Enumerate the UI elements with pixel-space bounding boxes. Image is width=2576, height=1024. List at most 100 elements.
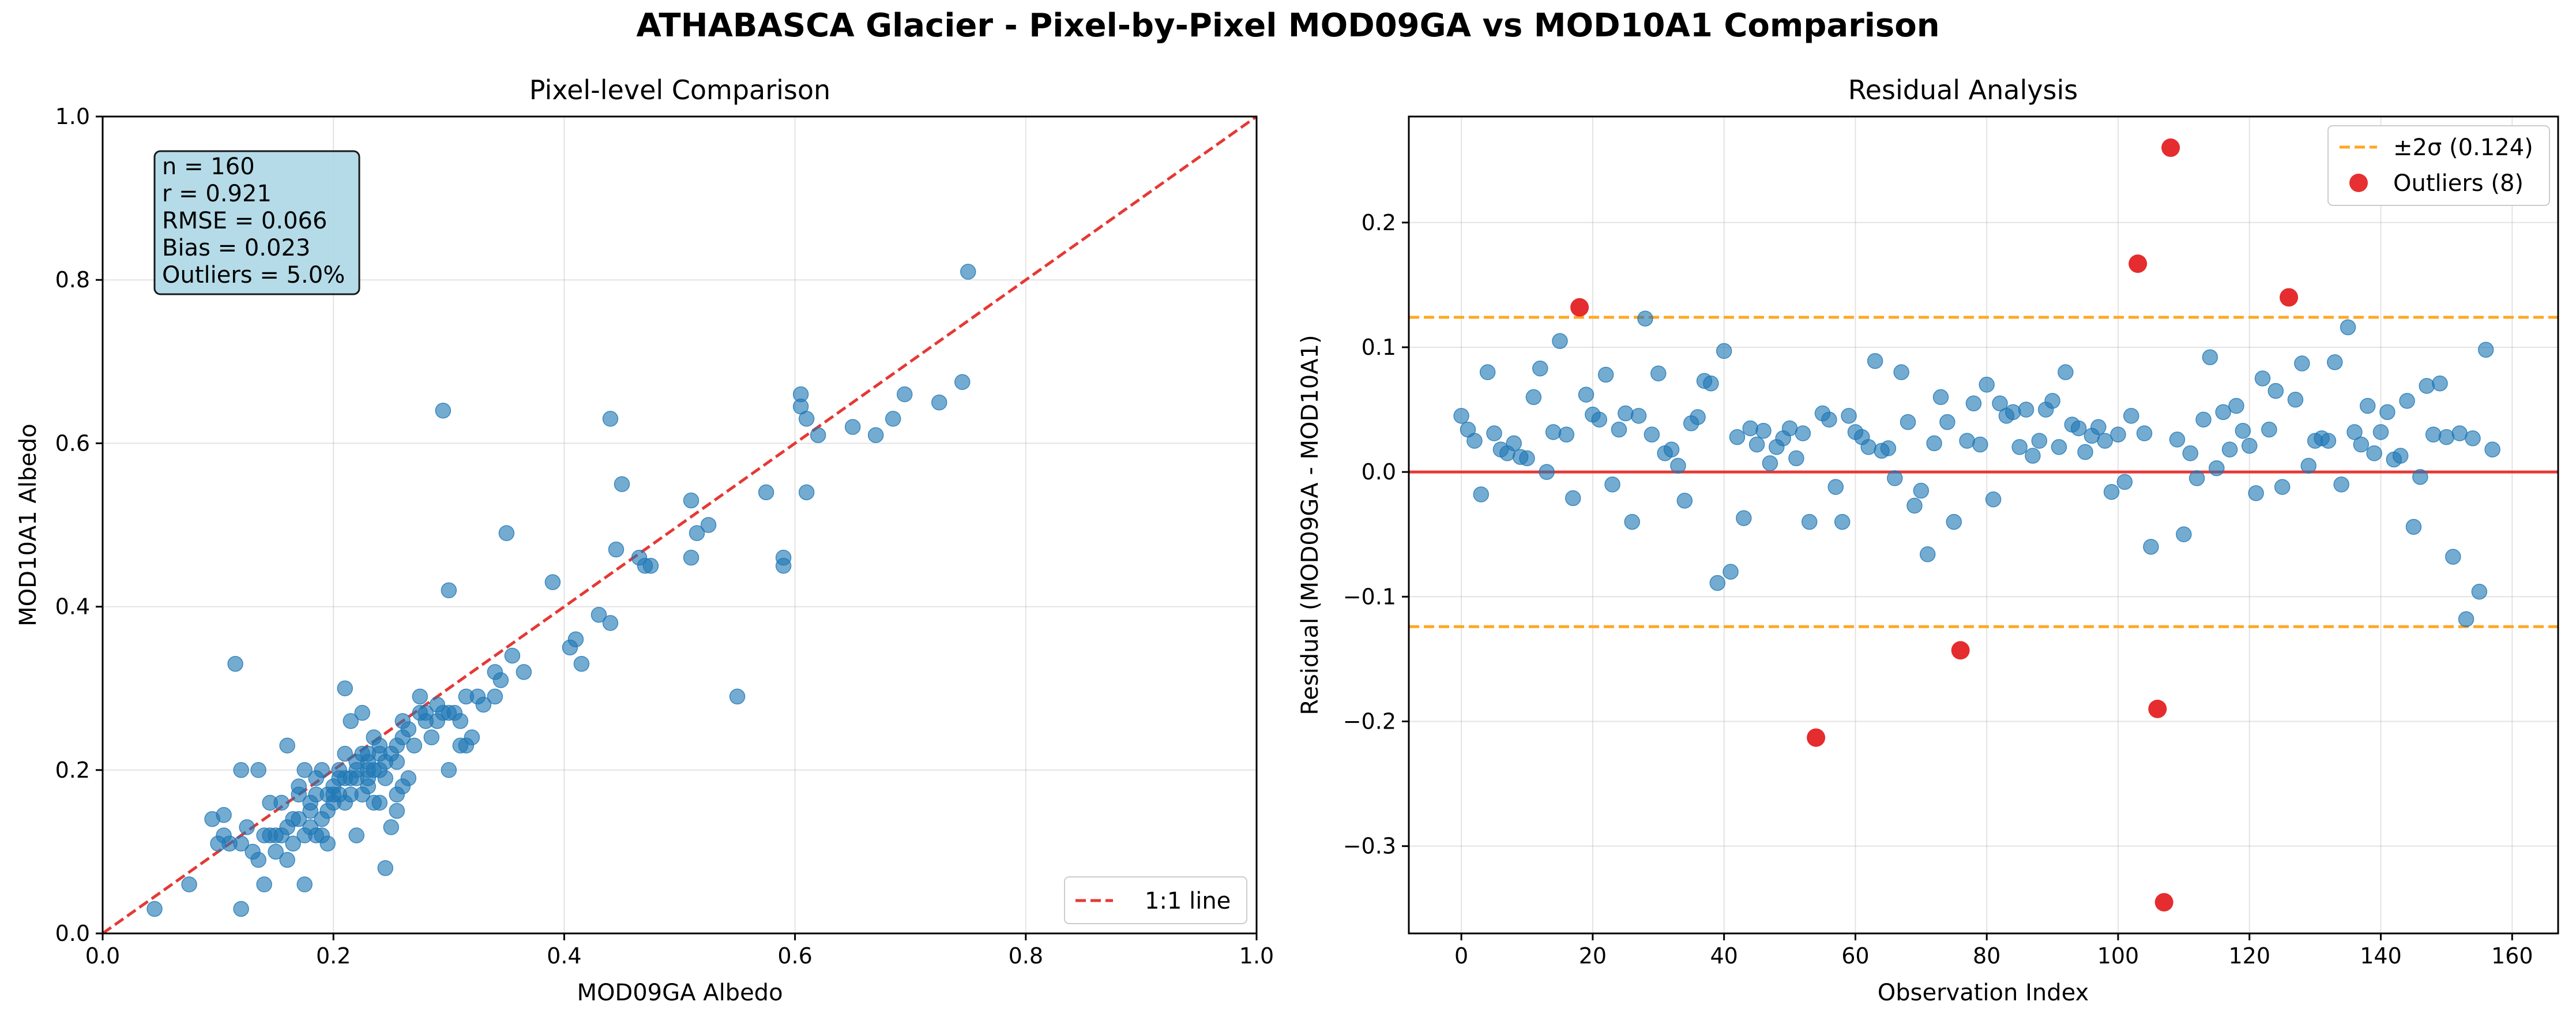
residual-y-tick-label: −0.2	[1343, 708, 1396, 734]
scatter-point	[250, 762, 266, 778]
residual-plot-frame	[1408, 115, 2559, 935]
scatter-point	[319, 835, 336, 852]
scatter-point	[504, 647, 521, 664]
scatter-point	[487, 688, 503, 705]
residual-y-tick-label: −0.1	[1343, 584, 1396, 609]
scatter-legend[interactable]: 1:1 line	[1064, 876, 1247, 924]
residual-point	[2097, 433, 2113, 449]
scatter-point	[423, 729, 440, 745]
residual-point	[1729, 429, 1746, 445]
scatter-plot-frame	[101, 115, 1258, 935]
residual-x-axis-label: Observation Index	[1878, 980, 2089, 1006]
residual-point	[2438, 429, 2455, 445]
residual-point	[2392, 448, 2409, 464]
scatter-point	[642, 558, 659, 574]
scatter-point	[337, 680, 353, 696]
scatter-point	[412, 688, 428, 705]
residual-point	[1906, 497, 1923, 514]
scatter-title: Pixel-level Comparison	[529, 74, 830, 106]
residual-point	[2294, 355, 2310, 372]
scatter-point	[567, 631, 584, 647]
scatter-point	[389, 802, 405, 819]
residual-point	[2477, 342, 2494, 358]
residual-point	[1611, 421, 1627, 438]
residual-point	[2228, 397, 2244, 414]
residual-point	[2327, 354, 2343, 370]
residual-point	[2471, 583, 2488, 600]
stats-box-background	[153, 150, 360, 295]
scatter-point	[354, 704, 370, 721]
residual-point	[2399, 393, 2415, 409]
residual-y-tick-label: 0.2	[1362, 210, 1396, 235]
residual-point	[1676, 493, 1693, 509]
residual-legend[interactable]: ±2σ (0.124) Outliers (8)	[2327, 125, 2550, 206]
residual-y-tick-label: −0.3	[1343, 834, 1396, 859]
residual-point	[1663, 441, 1680, 457]
scatter-point	[216, 807, 232, 823]
outlier-point	[2129, 254, 2148, 273]
legend-outlier-label: Outliers (8)	[2393, 170, 2524, 197]
scatter-y-tick-label: 0.4	[55, 594, 90, 620]
scatter-point	[683, 549, 700, 566]
residual-point	[1827, 479, 1844, 495]
scatter-point	[700, 517, 717, 533]
residual-point	[1900, 414, 1916, 430]
scatter-point	[227, 655, 243, 672]
residual-ticks: 0 20 40 60 80 100 120 140 160 −0.3 −0.2 −0.1 0.0 0.1 0…	[1343, 210, 2533, 969]
residual-point	[1670, 457, 1686, 474]
scatter-point	[960, 264, 976, 280]
residual-point	[2261, 421, 2277, 438]
residual-point	[2353, 436, 2370, 453]
outlier-point	[1951, 641, 1970, 660]
scatter-grid	[102, 116, 1257, 934]
outlier-point	[1807, 728, 1826, 747]
residual-point	[1736, 510, 1752, 526]
scatter-point	[792, 386, 809, 403]
residual-point	[2018, 402, 2035, 418]
scatter-point	[348, 827, 364, 843]
scatter-point	[464, 729, 480, 745]
residual-point	[1723, 564, 1739, 580]
residual-point	[2209, 460, 2225, 477]
residual-legend-frame	[2327, 125, 2550, 206]
scatter-point	[798, 411, 815, 427]
scatter-point	[181, 876, 197, 892]
scatter-x-tick-label: 0.8	[1009, 943, 1043, 969]
residual-point	[2241, 437, 2258, 454]
residual-title: Residual Analysis	[1848, 74, 2078, 106]
scatter-point	[452, 713, 469, 729]
residual-point	[1919, 546, 1936, 562]
scatter-point	[729, 688, 746, 705]
stats-line-bias: Bias = 0.023	[162, 235, 310, 261]
outlier-point	[2161, 138, 2180, 157]
scatter-y-axis-label: MOD10A1 Albedo	[15, 423, 42, 627]
residual-point	[2484, 441, 2500, 457]
residual-point	[1801, 513, 1818, 530]
residual-point	[2445, 549, 2461, 565]
residual-point	[2123, 408, 2139, 424]
residual-point	[2379, 404, 2396, 421]
residual-point	[1755, 423, 1772, 439]
residual-point	[1630, 408, 1647, 424]
residual-point	[1591, 411, 1608, 428]
residual-x-tick-label: 100	[2097, 943, 2139, 969]
outlier-point	[2154, 892, 2173, 912]
residual-point	[1624, 513, 1640, 530]
residual-point	[2425, 426, 2442, 443]
residual-point	[2320, 433, 2337, 449]
scatter-point	[475, 696, 492, 713]
residual-point	[1795, 425, 1811, 441]
scatter-point	[400, 721, 417, 737]
residual-point	[2359, 397, 2376, 414]
scatter-point	[360, 778, 376, 794]
stats-line-n: n = 160	[162, 153, 255, 180]
residual-x-tick-label: 140	[2360, 943, 2402, 969]
stats-line-r: r = 0.921	[162, 181, 272, 207]
residual-x-tick-label: 160	[2491, 943, 2533, 969]
scatter-point	[279, 852, 295, 868]
residual-point	[2195, 411, 2212, 428]
residual-x-tick-label: 80	[1973, 943, 2000, 969]
residual-x-tick-label: 0	[1454, 943, 1468, 969]
residual-grid	[1409, 117, 2558, 933]
